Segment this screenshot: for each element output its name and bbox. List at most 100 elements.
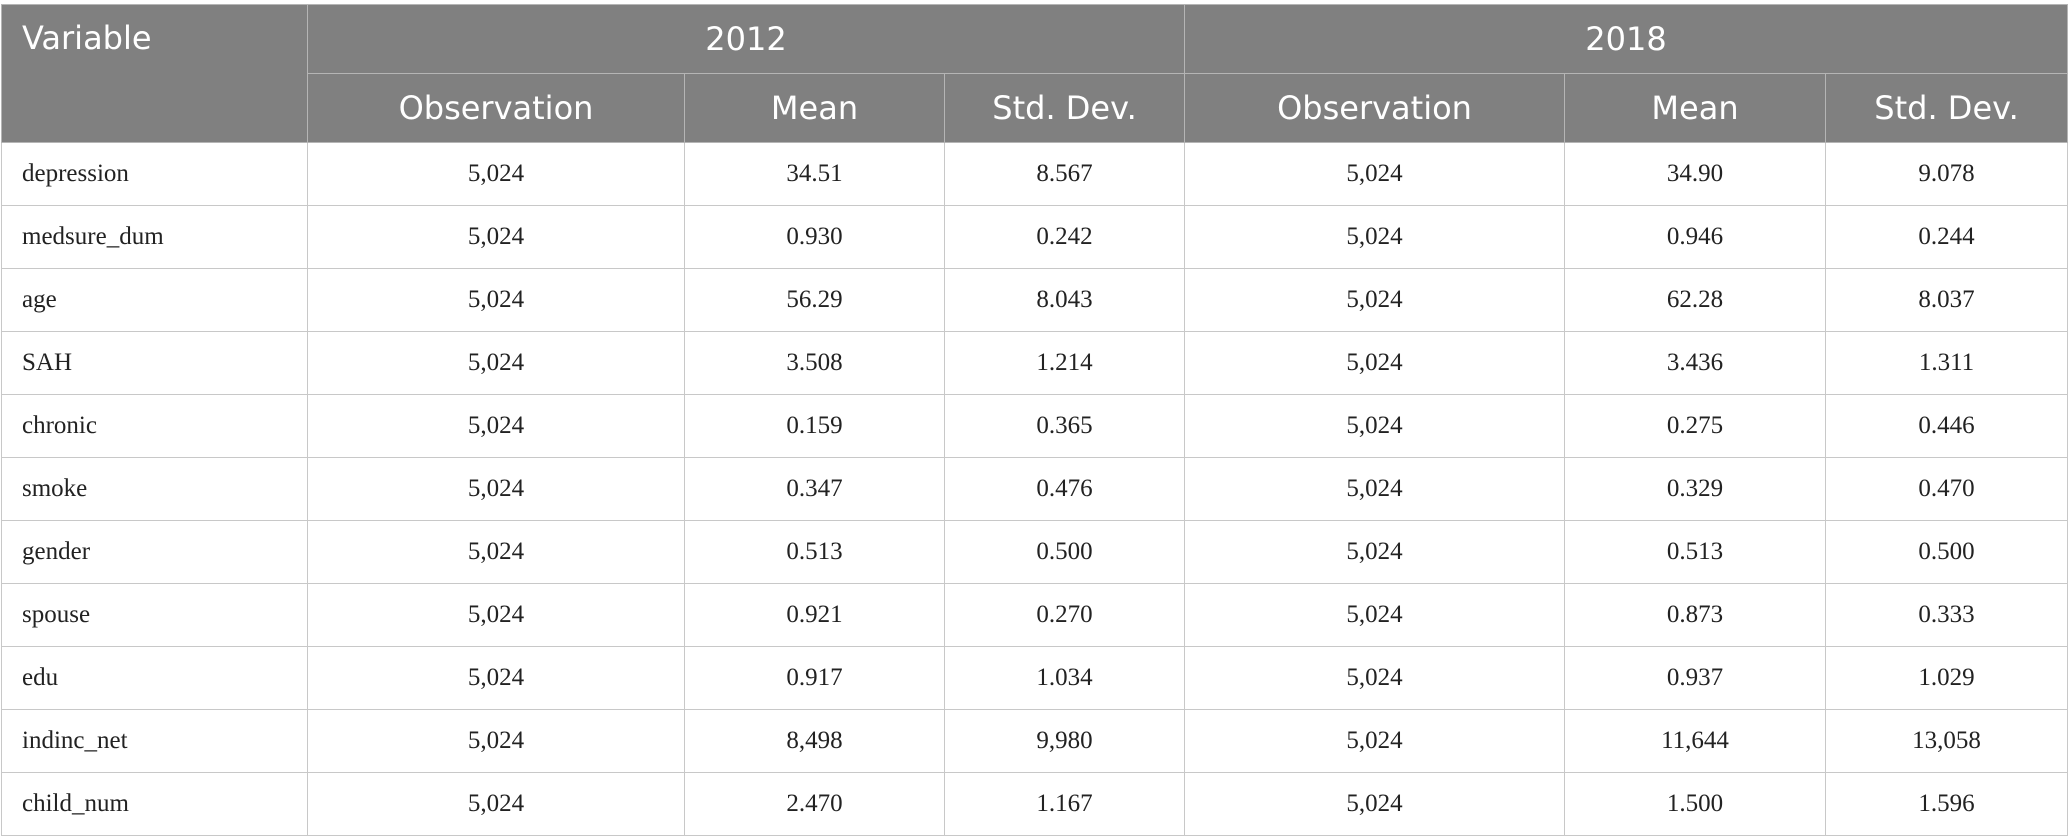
cell: 0.270 [943,583,1186,647]
cell: 5,024 [307,457,685,521]
cell: 5,024 [1184,709,1566,773]
row-label: edu [1,646,308,710]
cell: 0.476 [943,457,1186,521]
cell: 9,980 [943,709,1186,773]
table-header: Variable 2012 2018 Observation Mean Std. De… [1,4,2068,143]
cell: 0.513 [684,520,945,584]
cell: 0.244 [1825,205,2068,269]
cell: 8.567 [943,142,1186,206]
cell: 0.921 [684,583,945,647]
cell: 5,024 [1184,268,1566,332]
cell: 1.029 [1825,646,2068,710]
cell: 5,024 [307,520,685,584]
cell: 0.500 [1825,520,2068,584]
cell: 8,498 [684,709,945,773]
cell: 0.500 [943,520,1186,584]
cell: 5,024 [1184,205,1566,269]
data-table: Variable 2012 2018 Observation Mean Std. De… [1,4,2068,836]
table-row: chronic 5,024 0.159 0.365 5,024 0.275 0.446 [1,394,2068,458]
cell: 5,024 [307,709,685,773]
cell: 5,024 [1184,646,1566,710]
row-label: child_num [1,772,308,836]
table-row: spouse 5,024 0.921 0.270 5,024 0.873 0.333 [1,583,2068,647]
cell: 0.159 [684,394,945,458]
cell: 0.930 [684,205,945,269]
cell: 0.365 [943,394,1186,458]
cell: 5,024 [307,583,685,647]
table-row: gender 5,024 0.513 0.500 5,024 0.513 0.500 [1,520,2068,584]
cell: 5,024 [307,205,685,269]
row-label: SAH [1,331,308,395]
table-row: child_num 5,024 2.470 1.167 5,024 1.500 1.596 [1,772,2068,836]
cell: 1.596 [1825,772,2068,836]
table-row: medsure_dum 5,024 0.930 0.242 5,024 0.946 0.24… [1,205,2068,269]
cell: 0.917 [684,646,945,710]
cell: 34.90 [1564,142,1827,206]
row-label: indinc_net [1,709,308,773]
column-header: Mean [1564,73,1827,143]
column-header: Std. Dev. [943,73,1186,143]
cell: 0.446 [1825,394,2068,458]
cell: 34.51 [684,142,945,206]
cell: 0.873 [1564,583,1827,647]
cell: 2.470 [684,772,945,836]
table-row: age 5,024 56.29 8.043 5,024 62.28 8.037 [1,268,2068,332]
cell: 0.329 [1564,457,1827,521]
cell: 0.470 [1825,457,2068,521]
row-label: smoke [1,457,308,521]
table-row: edu 5,024 0.917 1.034 5,024 0.937 1.029 [1,646,2068,710]
cell: 8.043 [943,268,1186,332]
cell: 5,024 [307,142,685,206]
cell: 1.167 [943,772,1186,836]
cell: 0.513 [1564,520,1827,584]
group-header: 2018 [1184,4,2068,74]
table-body: depression 5,024 34.51 8.567 5,024 34.90 9.078… [1,142,2068,836]
header-row: Variable 2012 2018 [1,4,2068,143]
cell: 9.078 [1825,142,2068,206]
cell: 5,024 [1184,772,1566,836]
cell: 5,024 [1184,394,1566,458]
cell: 5,024 [1184,520,1566,584]
cell: 56.29 [684,268,945,332]
table-row: SAH 5,024 3.508 1.214 5,024 3.436 1.311 [1,331,2068,395]
header-cell: Variable [1,4,308,143]
cell: 13,058 [1825,709,2068,773]
table-row: smoke 5,024 0.347 0.476 5,024 0.329 0.470 [1,457,2068,521]
cell: 3.508 [684,331,945,395]
header-row: Observation Mean Std. Dev. Observation Mean S… [2,73,2068,143]
cell: 5,024 [307,331,685,395]
cell: 5,024 [307,772,685,836]
cell: 11,644 [1564,709,1827,773]
cell: 5,024 [1184,457,1566,521]
row-label: gender [1,520,308,584]
cell: 5,024 [1184,583,1566,647]
row-label: depression [1,142,308,206]
cell: 5,024 [307,268,685,332]
row-label: chronic [1,394,308,458]
cell: 5,024 [307,394,685,458]
cell: 3.436 [1564,331,1827,395]
cell: 8.037 [1825,268,2068,332]
cell: 1.500 [1564,772,1827,836]
table-row: depression 5,024 34.51 8.567 5,024 34.90 9.078 [1,142,2068,206]
cell: 1.034 [943,646,1186,710]
cell: 5,024 [1184,331,1566,395]
column-header: Mean [684,73,945,143]
cell: 0.275 [1564,394,1827,458]
cell: 0.347 [684,457,945,521]
cell: 1.311 [1825,331,2068,395]
row-label: age [1,268,308,332]
row-label: spouse [1,583,308,647]
cell: 0.242 [943,205,1186,269]
cell: 5,024 [307,646,685,710]
column-header: Observation [307,73,685,143]
cell: 0.333 [1825,583,2068,647]
page: {"header": {"variable": "Variable", "gro… [0,4,2068,839]
cell: 1.214 [943,331,1186,395]
group-header: 2012 [306,4,1186,74]
cell: 5,024 [1184,142,1566,206]
column-header: Std. Dev. [1825,73,2068,143]
row-label: medsure_dum [1,205,308,269]
cell: 0.946 [1564,205,1827,269]
table-row: indinc_net 5,024 8,498 9,980 5,024 11,644 13,0… [1,709,2068,773]
